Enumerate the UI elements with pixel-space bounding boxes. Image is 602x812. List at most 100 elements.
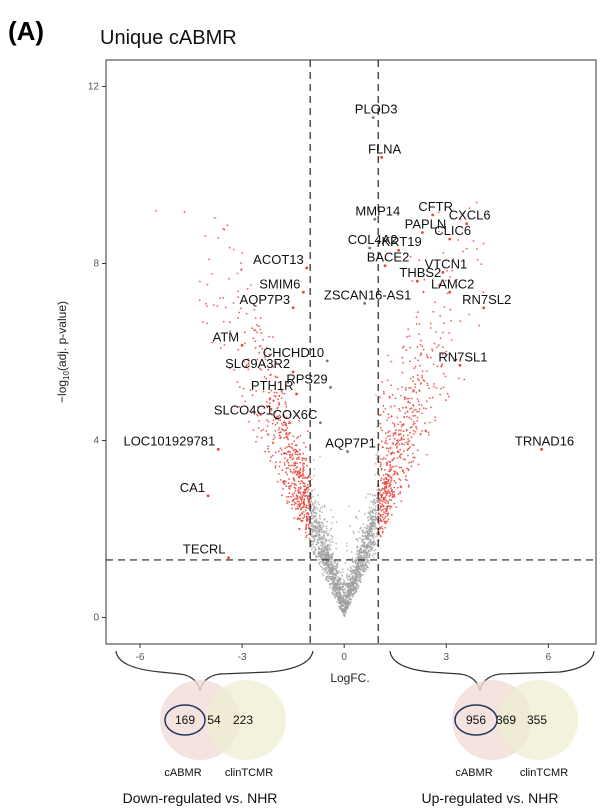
data-point [289,413,292,416]
data-point [345,608,348,611]
data-point [292,435,295,438]
data-point [270,353,273,356]
data-point [338,578,341,581]
data-point [363,570,366,573]
data-point [354,581,357,584]
data-point [356,576,358,578]
data-point [279,419,282,422]
data-point [274,375,277,378]
data-point [374,552,377,555]
data-point [249,389,252,392]
data-point [310,478,313,480]
data-point [426,382,429,385]
data-point [379,526,381,529]
data-point [438,283,441,286]
data-point [418,390,421,392]
gene-label: CXCL6 [449,208,491,223]
data-point [318,523,321,526]
data-point [298,480,300,483]
data-point [332,588,334,591]
data-point [348,602,351,605]
data-point [402,361,404,364]
data-point [390,405,392,408]
data-point [312,526,314,528]
data-point [326,534,329,537]
data-point [381,532,384,534]
data-point [368,554,371,557]
data-point [259,328,262,331]
data-point [378,522,380,525]
data-point [397,486,399,489]
data-point [258,412,261,414]
data-point [288,487,291,490]
data-point [418,259,421,262]
data-point [303,488,306,491]
data-point [219,297,221,300]
data-point [303,514,306,516]
data-point [329,586,331,589]
data-point [348,525,351,527]
gene-label: CHCHD10 [263,345,324,360]
data-point [206,322,208,325]
y-axis-label: −log10(adj. p-value) [55,301,71,403]
data-point [387,413,390,415]
data-point [368,533,371,536]
data-point [323,519,325,521]
data-point [298,518,300,520]
data-point [448,332,450,334]
data-point [379,457,382,460]
gene-point [227,556,230,560]
data-point [269,460,272,462]
data-point [378,513,380,515]
data-point [292,477,295,479]
data-point [383,469,386,471]
data-point [431,396,434,399]
data-point [387,416,390,419]
data-point [434,301,436,304]
gene-point [295,392,298,396]
data-point [273,394,276,397]
data-point [297,489,299,492]
data-point [393,423,396,426]
data-point [310,497,313,499]
data-point [371,511,373,514]
data-point [301,474,304,476]
data-point [311,548,313,551]
data-point [255,413,258,416]
data-point [258,325,260,328]
data-point [322,541,325,543]
data-point [390,384,392,387]
data-point [263,356,266,359]
data-point [293,501,296,504]
data-point [312,535,314,538]
data-point [342,596,345,599]
data-point [371,502,374,504]
data-point [296,500,299,503]
data-point [321,554,324,557]
data-point [383,500,386,503]
data-point [368,516,371,519]
venn-down: 169 54 223 cABMR clinTCMR Down-regulated… [123,680,286,806]
data-point [362,545,365,548]
data-point [310,514,313,517]
gene-point [431,213,435,217]
data-point [282,481,285,484]
data-point [408,440,411,442]
data-point [409,401,411,404]
data-point [387,478,390,481]
data-point [409,431,411,434]
data-point [260,332,263,334]
data-point [279,447,282,450]
data-point [364,512,366,515]
data-point [279,461,281,463]
data-point [388,485,390,488]
data-point [363,540,365,543]
data-point [449,276,451,278]
data-point [277,398,279,401]
data-point [264,450,266,453]
data-point [409,346,412,349]
data-point [370,524,373,527]
data-point [379,396,382,399]
data-point [400,394,402,397]
data-point [265,419,268,421]
